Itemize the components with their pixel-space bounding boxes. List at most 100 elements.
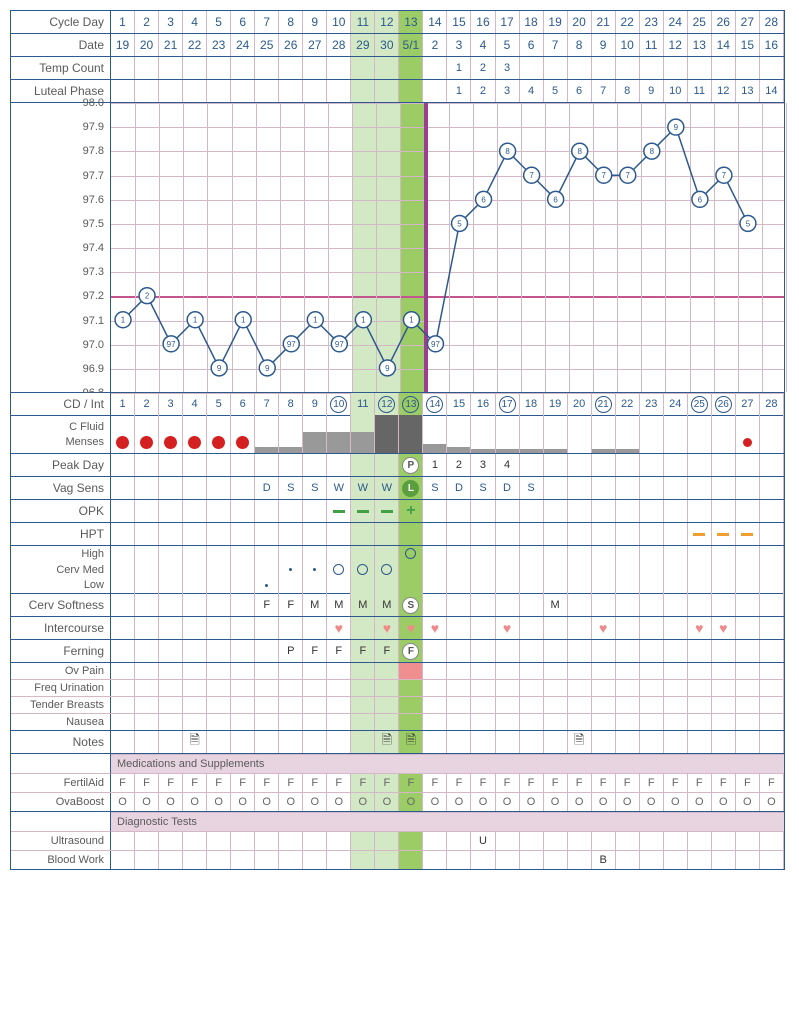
- cell-day-13: [399, 57, 423, 79]
- cell-day-19: [544, 500, 568, 522]
- cell-day-15: [447, 680, 471, 696]
- cell-day-8: P: [279, 640, 303, 662]
- cell-day-26: F: [712, 774, 736, 792]
- cell-day-4: [183, 477, 207, 499]
- cell-day-7: F: [255, 594, 279, 616]
- temp-y-tick: 97.0: [83, 339, 104, 351]
- cell-day-28: 14: [760, 80, 784, 102]
- cell-day-7: [255, 832, 279, 850]
- hpt-neg-icon: [693, 533, 705, 536]
- cell-day-28: [760, 680, 784, 696]
- cell-day-13: [399, 415, 423, 453]
- cell-day-10: [327, 415, 351, 453]
- svg-text:6: 6: [553, 195, 558, 204]
- svg-text:9: 9: [217, 364, 222, 373]
- cell-day-14: [423, 523, 447, 545]
- cell-day-12: F: [375, 774, 399, 792]
- label-freq-urination: Freq Urination: [11, 680, 111, 696]
- cell-day-26: [712, 680, 736, 696]
- cell-day-21: B: [592, 851, 616, 869]
- opk-pos-icon: +: [406, 503, 415, 519]
- cell-day-4: [183, 546, 207, 594]
- cell-day-2: [135, 57, 159, 79]
- cell-day-21: [592, 57, 616, 79]
- cell-day-25: [688, 832, 712, 850]
- cell-day-2: F: [135, 774, 159, 792]
- cell-day-21: O: [592, 793, 616, 811]
- cfluid-bar: [592, 449, 615, 453]
- note-icon[interactable]: 🗎: [189, 731, 199, 753]
- cell-day-16: [471, 697, 495, 713]
- cell-day-21: [592, 680, 616, 696]
- cell-day-22: [616, 415, 640, 453]
- cell-day-14: [423, 415, 447, 453]
- cell-day-23: [640, 500, 664, 522]
- cell-day-1: [111, 546, 135, 594]
- cell-day-4: [183, 454, 207, 476]
- cell-day-28: [760, 415, 784, 453]
- cell-day-5: [207, 851, 231, 869]
- row-freq-urination: Freq Urination: [11, 680, 784, 697]
- cell-day-16: [471, 415, 495, 453]
- cell-day-16: 2: [471, 80, 495, 102]
- cell-day-4: 4: [183, 393, 207, 415]
- cell-day-12: [375, 57, 399, 79]
- cell-day-12: 🗎: [375, 731, 399, 753]
- cell-day-23: [640, 731, 664, 753]
- row-cerv-position: High Cerv Med Low: [11, 546, 784, 594]
- cell-day-11: [351, 523, 375, 545]
- cell-day-25: O: [688, 793, 712, 811]
- cell-day-16: O: [471, 793, 495, 811]
- cell-day-25: [688, 640, 712, 662]
- cell-day-11: O: [351, 793, 375, 811]
- cell-day-8: 8: [279, 11, 303, 33]
- cell-day-27: [736, 714, 760, 730]
- cell-day-18: [520, 415, 544, 453]
- cell-day-8: [279, 731, 303, 753]
- cell-day-9: F: [303, 640, 327, 662]
- note-icon[interactable]: 🗎: [574, 731, 584, 753]
- row-ultrasound: Ultrasound U: [11, 832, 784, 851]
- cell-day-4: [183, 415, 207, 453]
- cell-day-7: [255, 523, 279, 545]
- svg-text:1: 1: [121, 316, 126, 325]
- cell-day-21: [592, 477, 616, 499]
- cell-day-19: 19: [544, 11, 568, 33]
- fertility-chart: Cycle Day 123456789101112131415161718192…: [10, 10, 785, 870]
- cell-day-27: 13: [736, 80, 760, 102]
- cell-day-14: [423, 640, 447, 662]
- cell-day-15: 3: [447, 34, 471, 56]
- cell-day-6: [231, 546, 255, 594]
- cell-day-15: [447, 832, 471, 850]
- cell-day-3: [159, 697, 183, 713]
- cell-day-2: [135, 415, 159, 453]
- cell-day-25: [688, 594, 712, 616]
- cell-day-13: L: [399, 477, 423, 499]
- cell-day-21: [592, 546, 616, 594]
- cell-day-9: [303, 80, 327, 102]
- cell-day-11: [351, 617, 375, 639]
- note-icon[interactable]: 🗎: [406, 731, 416, 753]
- cell-day-8: S: [279, 477, 303, 499]
- cell-day-2: 20: [135, 34, 159, 56]
- label-c-fluid: C Fluid: [69, 421, 104, 433]
- label-cerv-softness: Cerv Softness: [11, 594, 111, 616]
- cell-day-3: [159, 57, 183, 79]
- note-icon[interactable]: 🗎: [382, 731, 392, 753]
- cell-day-23: 9: [640, 80, 664, 102]
- cell-day-21: [592, 500, 616, 522]
- cell-day-2: [135, 680, 159, 696]
- cell-day-16: [471, 546, 495, 594]
- cell-day-24: [664, 832, 688, 850]
- cell-day-16: [471, 523, 495, 545]
- cell-day-7: [255, 415, 279, 453]
- cell-day-15: [447, 714, 471, 730]
- cell-day-7: [255, 454, 279, 476]
- cell-day-9: [303, 617, 327, 639]
- cell-day-5: 23: [207, 34, 231, 56]
- cell-day-6: [231, 731, 255, 753]
- cell-day-1: [111, 80, 135, 102]
- cell-day-5: [207, 731, 231, 753]
- cell-day-4: [183, 500, 207, 522]
- cell-day-4: [183, 851, 207, 869]
